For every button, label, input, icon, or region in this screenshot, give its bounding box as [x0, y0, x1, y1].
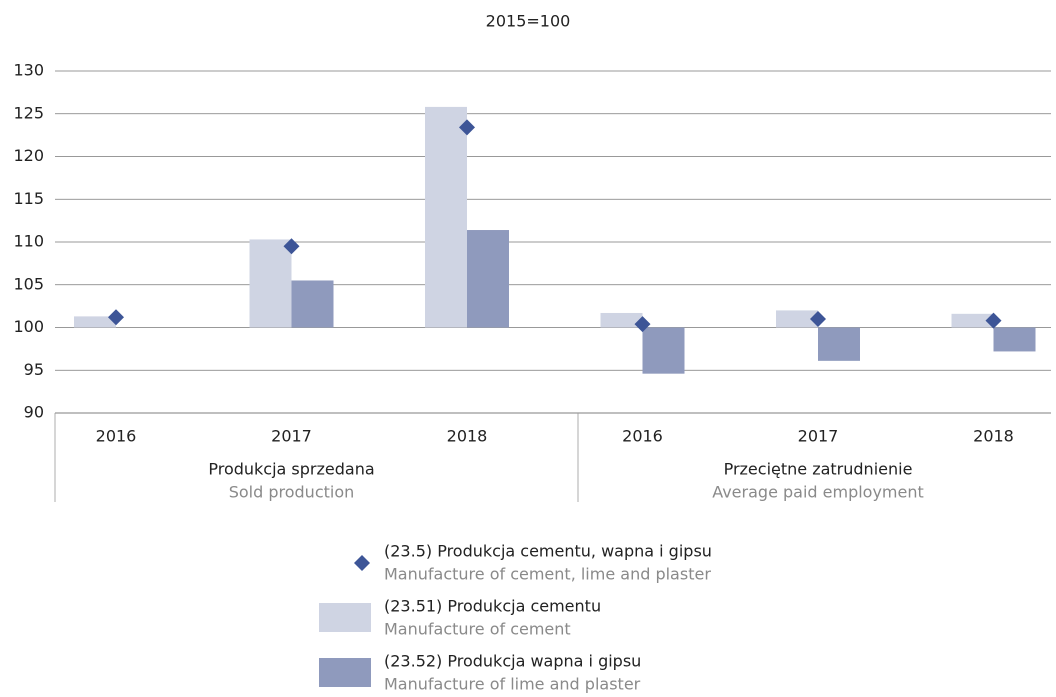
- legend-sublabel: Manufacture of cement: [384, 620, 571, 639]
- diamond-marker: [459, 119, 475, 136]
- bar: [425, 106, 467, 328]
- legend-label: (23.51) Produkcja cementu: [384, 597, 601, 616]
- bar: [993, 327, 1036, 352]
- chart-title: 2015=100: [486, 12, 571, 31]
- legend-sublabel: Manufacture of cement, lime and plaster: [384, 565, 711, 584]
- bar: [951, 313, 994, 328]
- y-tick-label: 110: [13, 232, 44, 251]
- x-tick-label: 2016: [622, 427, 663, 446]
- y-tick-label: 100: [13, 317, 44, 336]
- y-tick-label: 95: [24, 360, 44, 379]
- diamond-marker: [985, 312, 1002, 329]
- y-tick-label: 115: [13, 189, 44, 208]
- bar: [74, 316, 116, 328]
- x-tick-label: 2016: [96, 427, 137, 446]
- x-tick-label: 2017: [271, 427, 312, 446]
- group-label: Produkcja sprzedana: [208, 460, 374, 479]
- diamond-marker: [810, 310, 826, 327]
- x-tick-label: 2018: [973, 427, 1014, 446]
- bar: [642, 327, 685, 374]
- bar: [249, 239, 292, 328]
- bar: [467, 230, 509, 328]
- y-tick-label: 130: [13, 61, 44, 80]
- legend-marker: [354, 555, 370, 571]
- y-tick-label: 105: [13, 274, 44, 293]
- bar: [818, 327, 860, 361]
- legend-swatch: [319, 603, 371, 632]
- diamond-marker: [108, 309, 124, 326]
- legend-sublabel: Manufacture of lime and plaster: [384, 675, 641, 694]
- group-sublabel: Average paid employment: [712, 483, 924, 502]
- bar: [776, 310, 818, 328]
- group-sublabel: Sold production: [229, 483, 355, 502]
- y-tick-label: 125: [13, 103, 44, 122]
- legend-label: (23.5) Produkcja cementu, wapna i gipsu: [384, 542, 712, 561]
- diamond-marker: [634, 316, 651, 333]
- x-tick-label: 2018: [447, 427, 488, 446]
- group-label: Przeciętne zatrudnienie: [724, 460, 913, 479]
- legend-swatch: [319, 658, 371, 687]
- y-tick-label: 120: [13, 146, 44, 165]
- bar: [291, 280, 334, 328]
- x-tick-label: 2017: [798, 427, 839, 446]
- legend-label: (23.52) Produkcja wapna i gipsu: [384, 652, 641, 671]
- diamond-marker: [283, 238, 300, 255]
- bar: [600, 312, 643, 328]
- y-tick-label: 90: [24, 403, 44, 422]
